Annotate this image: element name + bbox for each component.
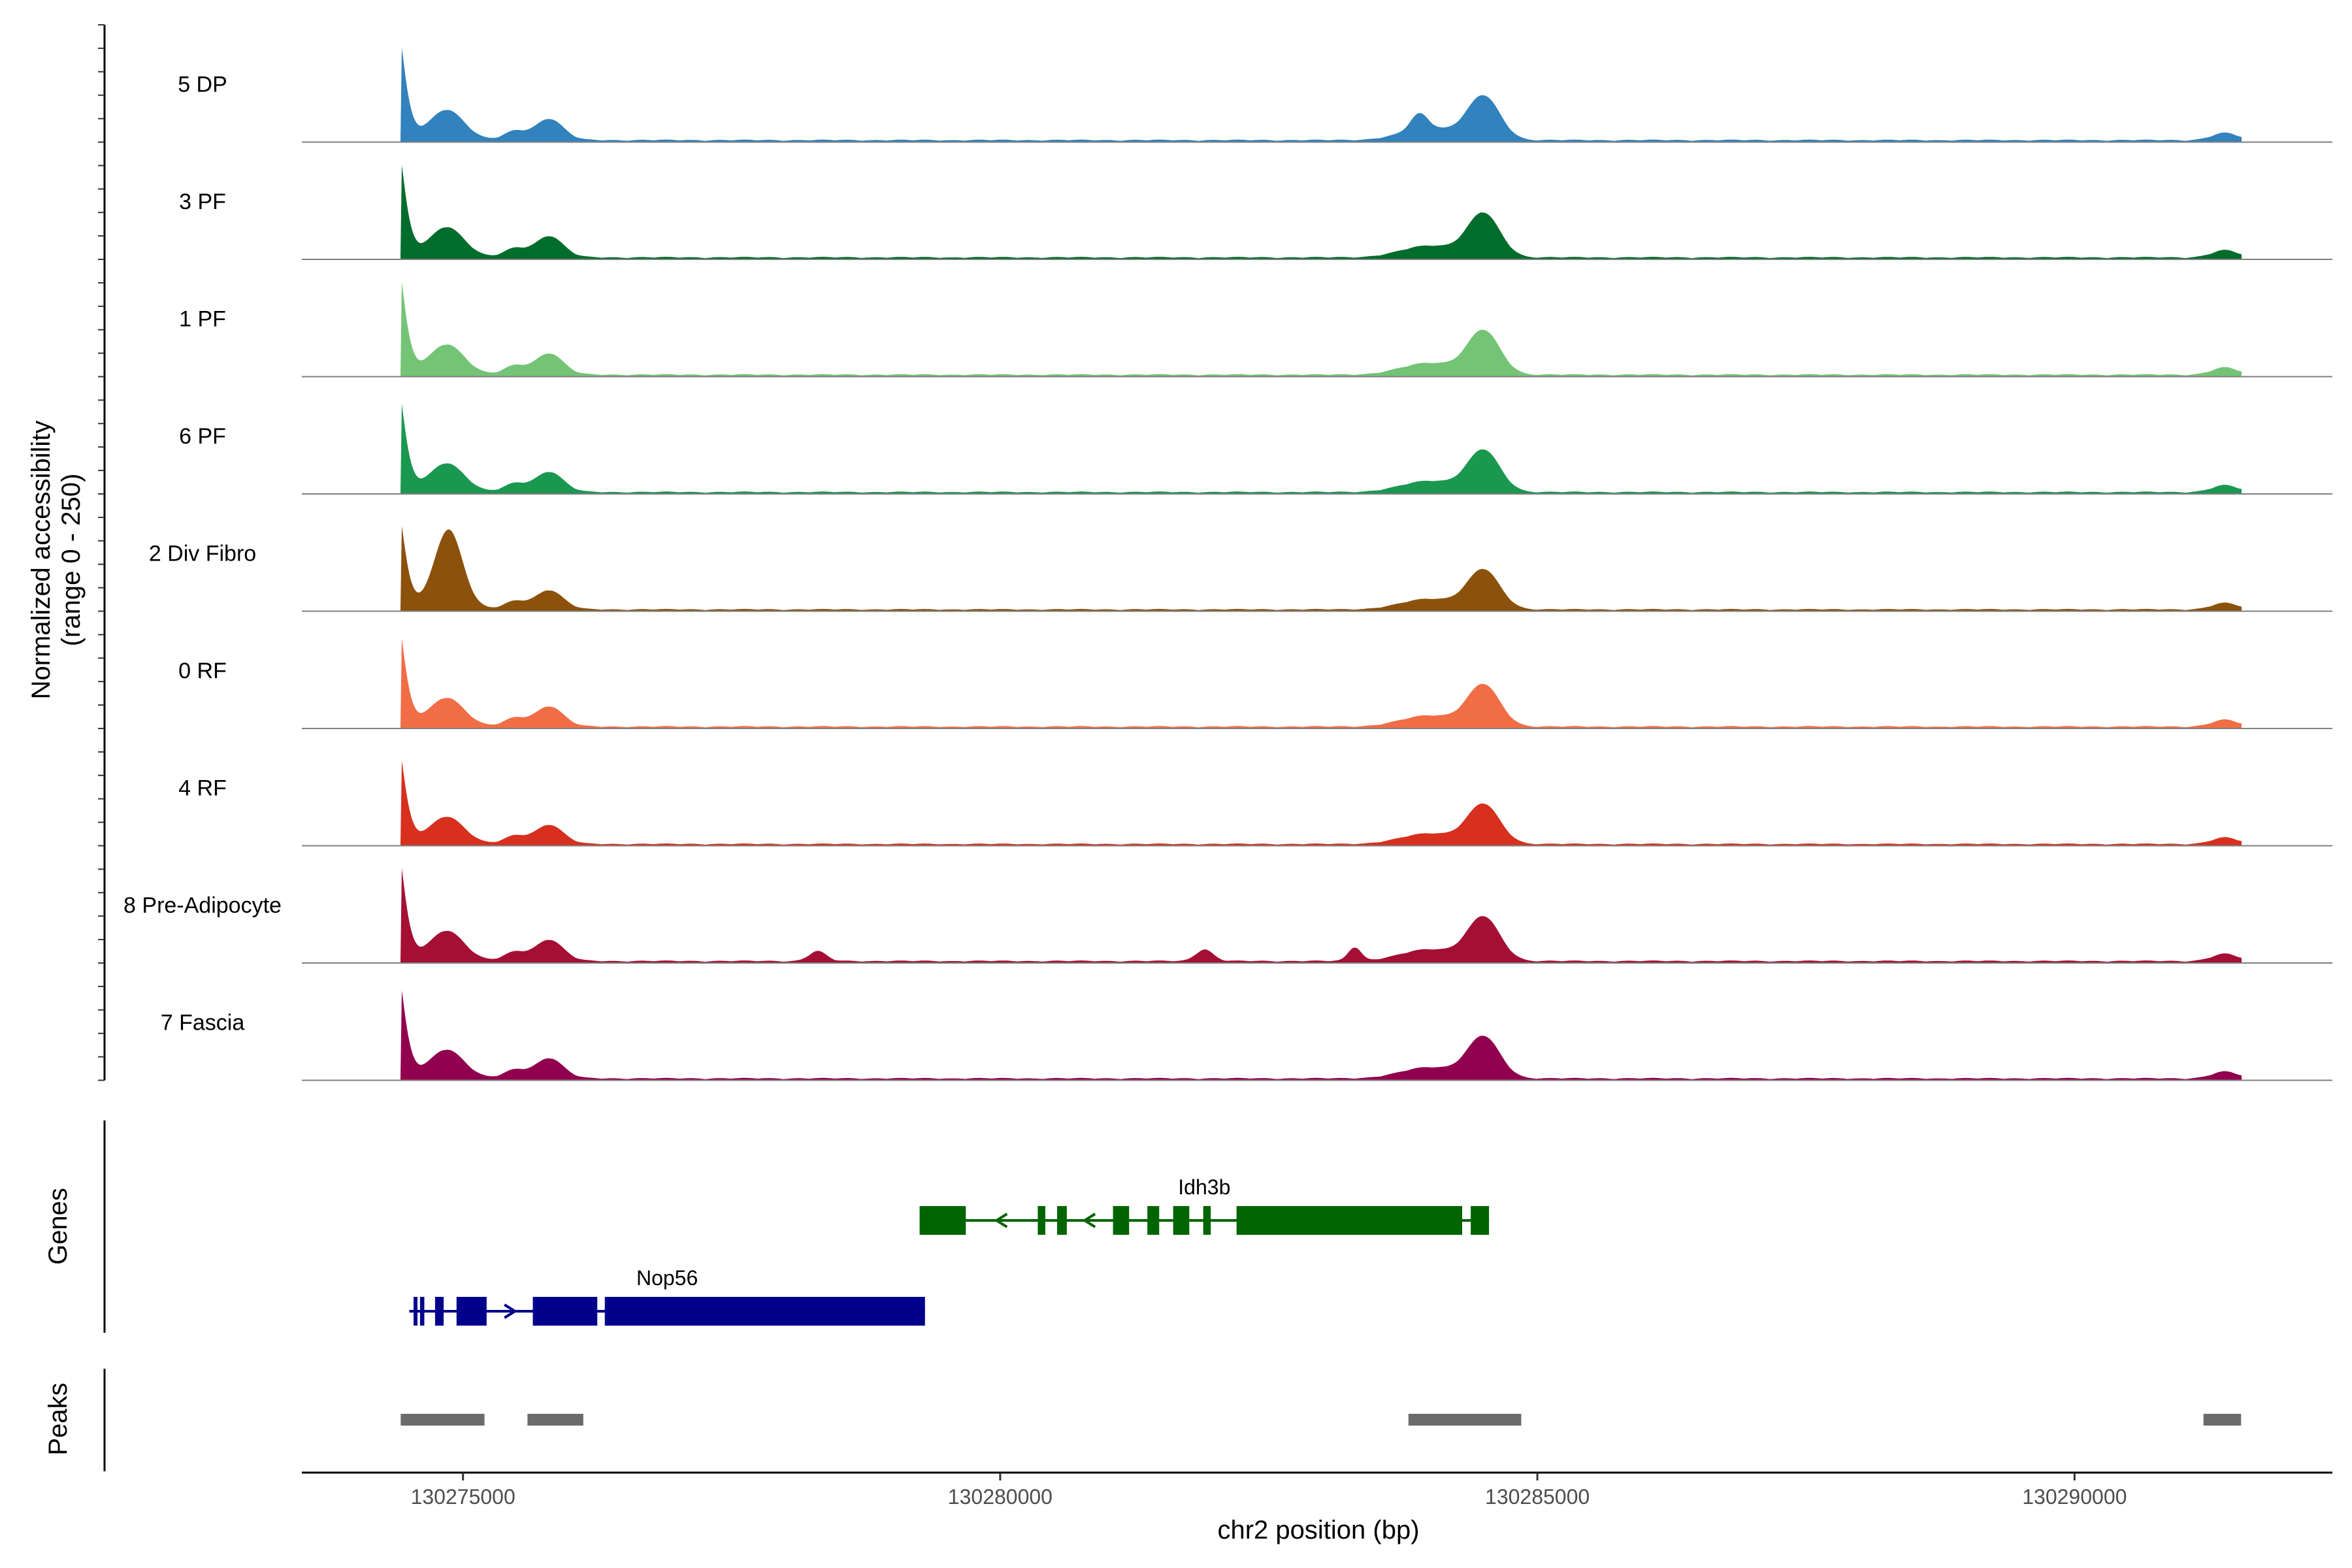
coverage-area [400, 526, 2242, 612]
peaks-track-title: Peaks [44, 1382, 73, 1455]
x-tick-label: 130275000 [411, 1485, 515, 1509]
gene-track: Idh3b Nop56 [409, 1175, 1490, 1326]
track-0-rf: 0 RF [178, 638, 2332, 729]
gene-exon [1203, 1206, 1211, 1235]
track-label: 4 RF [178, 776, 227, 801]
genes-track-title: Genes [44, 1188, 73, 1265]
coverage-area [400, 282, 2242, 377]
track-7-fascia: 7 Fascia [161, 990, 2332, 1081]
track-label: 5 DP [178, 73, 227, 97]
track-1-pf: 1 PF [179, 282, 2332, 378]
coverage-area [400, 404, 2242, 494]
track-label: 3 PF [179, 189, 226, 214]
gene-exon [1057, 1206, 1067, 1235]
track-8-pre-adipocyte: 8 Pre-Adipocyte [123, 868, 2332, 964]
strand-arrow [994, 1213, 1008, 1228]
strand-arrow [1082, 1213, 1096, 1228]
track-6-pf: 6 PF [179, 404, 2332, 495]
gene-exon [1147, 1206, 1160, 1235]
gene-exon [1113, 1206, 1130, 1235]
track-label: 6 PF [179, 424, 226, 449]
track-label: 7 Fascia [161, 1011, 245, 1036]
x-tick-label: 130280000 [948, 1485, 1053, 1509]
axes: 130275000 130280000 130285000 130290000 [98, 24, 2332, 1509]
gene-exon [419, 1297, 425, 1326]
gene-exon [919, 1206, 966, 1235]
track-label: 8 Pre-Adipocyte [123, 893, 282, 918]
peak-region [400, 1414, 485, 1426]
peak-region [1408, 1414, 1522, 1426]
coverage-area [400, 990, 2242, 1081]
gene-exon [434, 1297, 444, 1326]
gene-exon [1471, 1206, 1490, 1235]
track-label: 2 Div Fibro [149, 542, 256, 566]
x-tick-label: 130285000 [1485, 1485, 1590, 1509]
track-3-pf: 3 PF [179, 165, 2332, 260]
gene-label: Nop56 [636, 1266, 698, 1290]
peak-region [527, 1414, 583, 1426]
gene-nop56: Nop56 [409, 1266, 925, 1326]
coverage-area [400, 868, 2242, 963]
coverage-area [400, 638, 2242, 728]
coverage-area [400, 760, 2242, 846]
peak-track [400, 1414, 2242, 1426]
track-label: 0 RF [178, 659, 227, 683]
gene-exon [414, 1297, 418, 1326]
x-axis-title: chr2 position (bp) [1217, 1516, 1419, 1544]
gene-exon [1236, 1206, 1462, 1235]
coverage-tracks: 5 DP 3 PF 1 PF 6 PF 2 Div Fibro 0 RF 4 RF 8 Pre… [123, 47, 2332, 1081]
track-5-dp: 5 DP [178, 47, 2332, 143]
track-label: 1 PF [179, 307, 226, 332]
gene-exon [1173, 1206, 1190, 1235]
track-2-div-fibro: 2 Div Fibro [149, 526, 2332, 612]
gene-exon [456, 1297, 487, 1326]
peak-region [2203, 1414, 2242, 1426]
gene-label: Idh3b [1178, 1175, 1230, 1199]
track-4-rf: 4 RF [178, 760, 2332, 847]
gene-exon [1037, 1206, 1045, 1235]
x-tick-label: 130290000 [2022, 1485, 2127, 1509]
gene-exon [604, 1297, 925, 1326]
y-axis-title-line1: Normalized accessibility [27, 421, 56, 700]
coverage-area [400, 47, 2242, 142]
gene-idh3b: Idh3b [919, 1175, 1490, 1235]
coverage-area [400, 165, 2242, 259]
strand-arrow [504, 1303, 517, 1319]
y-axis-title-line2: (range 0 - 250) [57, 474, 86, 647]
gene-exon [532, 1297, 598, 1326]
